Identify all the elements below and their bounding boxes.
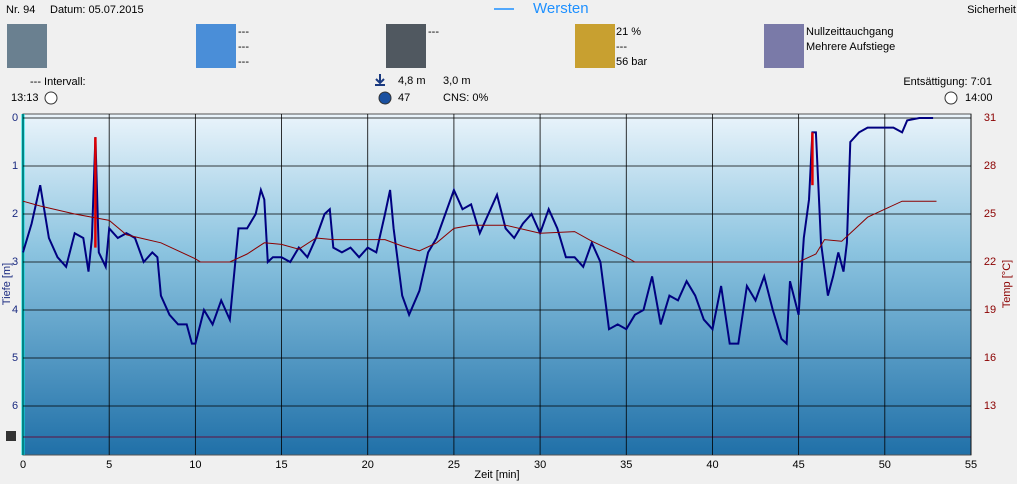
divetype-line: Nullzeittauchgang: [806, 26, 893, 38]
equipment-icon: [386, 24, 426, 68]
equipment-line: ---: [428, 26, 439, 38]
y-tick-label: 1: [12, 160, 18, 172]
divetype-icon: [764, 24, 804, 68]
y-tick-label: 5: [12, 352, 18, 364]
dive-number: Nr. 94: [6, 4, 35, 16]
y2-tick-label: 19: [984, 304, 996, 316]
x-tick-label: 20: [362, 459, 374, 471]
gas-line: ---: [616, 41, 627, 53]
duration-icon: [378, 91, 392, 105]
series-line: [22, 117, 934, 346]
y-tick-label: 0: [12, 112, 18, 124]
clock-icon: [44, 91, 58, 105]
depth-icon: [375, 74, 385, 86]
y2-axis-label: Temp [°C]: [1001, 260, 1013, 308]
weather-icon: [196, 24, 236, 68]
y2-tick-label: 28: [984, 160, 996, 172]
icons: [7, 24, 804, 68]
header-right: Sicherheit: [967, 4, 1016, 16]
y-tick-label: 4: [12, 304, 18, 316]
x-tick-label: 35: [620, 459, 632, 471]
y2-tick-label: 16: [984, 352, 996, 364]
x-tick-label: 5: [106, 459, 112, 471]
x-tick-label: 10: [189, 459, 201, 471]
y-axis-label: Tiefe [m]: [1, 263, 13, 305]
avg-depth: 3,0 m: [443, 75, 471, 87]
diver-icon: [7, 24, 47, 68]
home-icon: [6, 431, 16, 441]
series-line: [22, 200, 937, 263]
x-tick-label: 30: [534, 459, 546, 471]
x-tick-label: 50: [879, 459, 891, 471]
desaturation: Entsättigung: 7:01: [903, 76, 992, 88]
gas-line: 56 bar: [616, 56, 648, 68]
weather-line: ---: [238, 41, 249, 53]
y-tick-label: 2: [12, 208, 18, 220]
gas-line: 21 %: [616, 26, 641, 38]
y2-tick-label: 31: [984, 112, 996, 124]
x-tick-label: 25: [448, 459, 460, 471]
x-tick-label: 0: [20, 459, 26, 471]
start-time: 13:13: [11, 92, 39, 104]
interval: --- Intervall:: [30, 76, 86, 88]
divetype-line: Mehrere Aufstiege: [806, 41, 895, 53]
site-name: Wersten: [533, 0, 589, 17]
tank-icon: [575, 24, 615, 68]
duration: 47: [398, 92, 410, 104]
max-depth: 4,8 m: [398, 75, 426, 87]
x-tick-label: 40: [706, 459, 718, 471]
cns: CNS: 0%: [443, 92, 488, 104]
plot-area: [22, 113, 972, 456]
weather-line: ---: [238, 26, 249, 38]
x-tick-label: 45: [793, 459, 805, 471]
x-tick-label: 55: [965, 459, 977, 471]
clock-icon: [944, 91, 958, 105]
y2-tick-label: 25: [984, 208, 996, 220]
y2-tick-label: 13: [984, 400, 996, 412]
x-tick-label: 15: [275, 459, 287, 471]
x-axis-label: Zeit [min]: [474, 469, 519, 481]
weather-line: ---: [238, 56, 249, 68]
y-tick-label: 6: [12, 400, 18, 412]
end-time: 14:00: [965, 92, 993, 104]
dive-date: Datum: 05.07.2015: [50, 4, 144, 16]
y2-tick-label: 22: [984, 256, 996, 268]
y-tick-label: 3: [12, 256, 18, 268]
